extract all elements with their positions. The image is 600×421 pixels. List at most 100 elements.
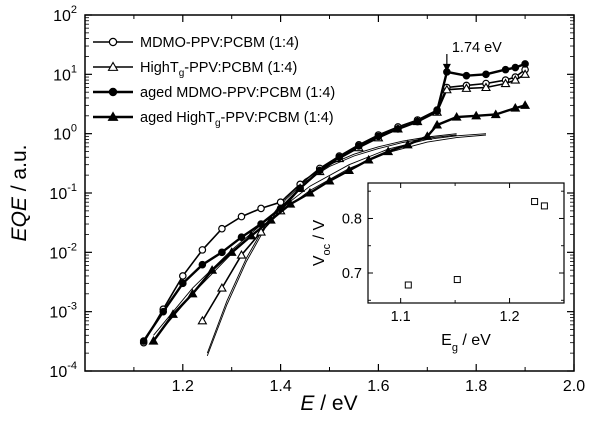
legend-label: aged MDMO-PPV:PCBM (1:4) bbox=[140, 85, 335, 101]
marker-triangle bbox=[256, 226, 266, 236]
marker-square bbox=[531, 198, 539, 206]
inset-x-sub: g bbox=[452, 342, 458, 354]
x-axis-title: E / eV bbox=[300, 392, 357, 415]
x-axis-ticks: 1.2 1.4 1.6 1.8 2.0 bbox=[133, 15, 585, 395]
marker-circle bbox=[394, 125, 402, 133]
marker-circle bbox=[198, 260, 207, 269]
inset-y-var: V bbox=[311, 255, 328, 266]
marker-triangle bbox=[510, 74, 521, 84]
series-line bbox=[142, 62, 526, 342]
marker-circle bbox=[139, 337, 148, 345]
inset-y-tick-label: 0.8 bbox=[342, 211, 362, 227]
y-tick-exponent: -1 bbox=[67, 182, 77, 194]
inset-x-tick-label: 1.1 bbox=[391, 309, 411, 325]
marker-triangle bbox=[285, 198, 296, 208]
marker-triangle bbox=[363, 154, 374, 164]
marker-triangle bbox=[107, 111, 119, 121]
y-tick-exponent: 2 bbox=[71, 4, 77, 16]
legend-label: MDMO-PPV:PCBM (1:4) bbox=[140, 35, 299, 51]
legend-label-sub: g bbox=[215, 118, 221, 129]
marker-triangle bbox=[197, 315, 208, 325]
x-tick-label: 1.8 bbox=[465, 378, 487, 395]
y-tick-label: 10-4 bbox=[49, 360, 77, 381]
inset-y-unit: / V bbox=[311, 220, 328, 244]
marker-triangle bbox=[383, 146, 394, 156]
marker-triangle bbox=[107, 61, 119, 71]
marker-triangle bbox=[510, 102, 521, 112]
marker-triangle bbox=[471, 110, 482, 120]
y-axis-var: EQE bbox=[8, 196, 31, 241]
inset-x-axis-title: Eg / eV bbox=[441, 332, 491, 354]
marker-triangle bbox=[236, 249, 247, 259]
x-axis-var: E bbox=[300, 392, 315, 415]
inset-chart: 1.1 1.2 0.7 0.8 Eg / eV Voc / V bbox=[311, 182, 565, 354]
y-tick-label: 102 bbox=[53, 4, 77, 25]
marker-triangle bbox=[481, 82, 491, 92]
annotation: 1.74 eV bbox=[442, 40, 502, 72]
marker-triangle bbox=[324, 175, 335, 185]
marker-circle bbox=[315, 166, 324, 175]
marker-triangle bbox=[422, 131, 433, 140]
inset-y-axis-ticks: 0.7 0.8 bbox=[342, 190, 564, 301]
y-tick-label: 10-1 bbox=[49, 182, 77, 203]
marker-circle bbox=[179, 272, 187, 280]
y-tick-label: 100 bbox=[53, 123, 77, 144]
y-tick-exponent: -3 bbox=[67, 301, 77, 313]
y-tick-base: 10 bbox=[53, 127, 71, 144]
marker-circle bbox=[198, 246, 207, 254]
x-tick-label: 1.2 bbox=[172, 378, 194, 395]
data-series bbox=[139, 60, 531, 347]
marker-circle bbox=[218, 248, 226, 257]
marker-square bbox=[453, 276, 461, 284]
y-tick-label: 10-3 bbox=[49, 301, 77, 322]
legend-label-part: -PPV:PCBM (1:4) bbox=[221, 110, 334, 126]
inset-y-tick-label: 0.7 bbox=[342, 266, 362, 282]
marker-triangle bbox=[432, 119, 443, 129]
marker-triangle bbox=[344, 165, 355, 174]
inset-x-axis-ticks: 1.1 1.2 bbox=[391, 183, 520, 325]
y-tick-label: 10-2 bbox=[49, 241, 77, 262]
y-tick-exponent: -2 bbox=[67, 241, 77, 253]
main-chart: 1.2 1.4 1.6 1.8 2.0 10210110010-110-210-310-… bbox=[8, 4, 585, 415]
y-tick-base: 10 bbox=[53, 8, 71, 25]
marker-triangle bbox=[520, 100, 531, 109]
marker-triangle bbox=[520, 69, 531, 78]
annotation-arrowhead bbox=[442, 63, 451, 72]
x-tick-label: 1.4 bbox=[269, 378, 291, 395]
marker-circle bbox=[413, 117, 422, 126]
marker-circle bbox=[218, 224, 226, 233]
legend: MDMO-PPV:PCBM (1:4)HighTg-PPV:PCBM (1:4)… bbox=[93, 35, 335, 129]
y-tick-base: 10 bbox=[53, 67, 71, 84]
legend-label: aged HighTg-PPV:PCBM (1:4) bbox=[140, 110, 334, 129]
marker-circle bbox=[511, 63, 520, 72]
marker-triangle bbox=[490, 109, 501, 119]
x-axis-unit: / eV bbox=[314, 392, 357, 415]
marker-triangle bbox=[246, 230, 257, 240]
y-tick-base: 10 bbox=[49, 245, 67, 262]
inset-x-unit: / eV bbox=[458, 332, 491, 349]
y-tick-base: 10 bbox=[49, 305, 67, 322]
marker-triangle bbox=[207, 265, 218, 274]
marker-circle bbox=[237, 212, 246, 221]
marker-triangle bbox=[226, 247, 237, 256]
marker-circle bbox=[462, 71, 471, 80]
y-axis-unit: / a.u. bbox=[8, 145, 31, 198]
marker-circle bbox=[257, 204, 265, 213]
marker-circle bbox=[433, 107, 441, 115]
marker-circle bbox=[521, 60, 529, 68]
marker-circle bbox=[159, 307, 168, 316]
marker-triangle bbox=[168, 309, 178, 318]
marker-circle bbox=[108, 87, 118, 97]
marker-triangle bbox=[148, 335, 159, 345]
marker-circle bbox=[355, 142, 363, 150]
marker-circle bbox=[374, 132, 383, 141]
marker-square bbox=[540, 202, 548, 210]
marker-triangle bbox=[402, 139, 413, 149]
marker-triangle bbox=[461, 83, 472, 92]
y-tick-exponent: 1 bbox=[71, 63, 77, 75]
marker-triangle bbox=[451, 112, 462, 121]
marker-circle bbox=[179, 279, 187, 288]
inset-y-sub: oc bbox=[321, 243, 333, 255]
